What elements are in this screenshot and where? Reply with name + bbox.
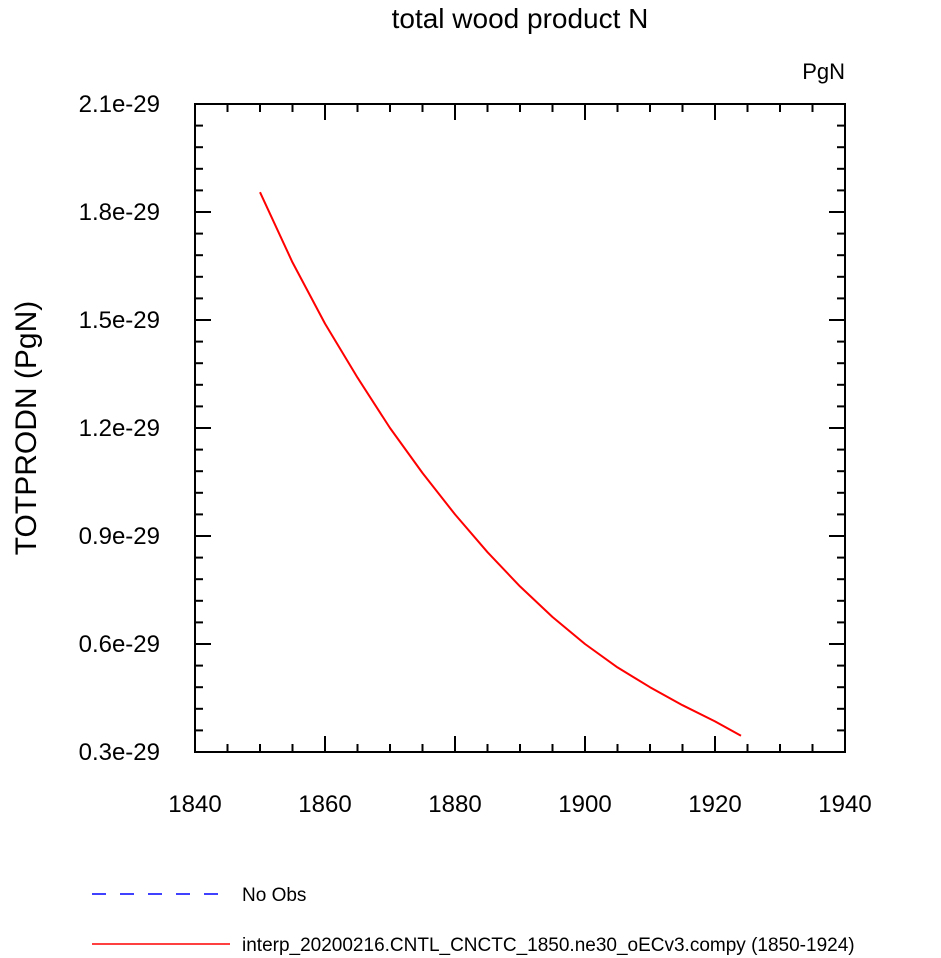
legend-label: No Obs [242, 885, 306, 906]
y-axis-label: TOTPRODN (PgN) [10, 301, 43, 555]
x-tick-label: 1860 [298, 791, 351, 818]
axis-ticks [194, 103, 846, 753]
legend: No Obs interp_20200216.CNTL_CNCTC_1850.ne… [92, 885, 855, 956]
x-tick-label: 1880 [428, 791, 481, 818]
x-tick-label: 1900 [558, 791, 611, 818]
plot-frame [194, 103, 846, 753]
y-tick-label: 0.6e-29 [79, 631, 160, 658]
series-line [259, 191, 742, 737]
y-tick-label: 1.5e-29 [79, 307, 160, 334]
y-tick-label: 1.2e-29 [79, 415, 160, 442]
chart-title: total wood product N [392, 3, 649, 34]
units-label: PgN [802, 59, 845, 84]
tick-labels: 1840 1860 1880 1900 1920 1940 0.3e-29 0.6e-29 0.… [79, 91, 872, 818]
y-tick-label: 0.3e-29 [79, 739, 160, 766]
y-tick-label: 2.1e-29 [79, 91, 160, 118]
y-tick-label: 1.8e-29 [79, 199, 160, 226]
legend-label: interp_20200216.CNTL_CNCTC_1850.ne30_oEC… [242, 935, 855, 956]
x-tick-label: 1940 [818, 791, 871, 818]
x-tick-label: 1920 [688, 791, 741, 818]
x-tick-label: 1840 [168, 791, 221, 818]
y-tick-label: 0.9e-29 [79, 523, 160, 550]
series-layer [259, 191, 742, 737]
